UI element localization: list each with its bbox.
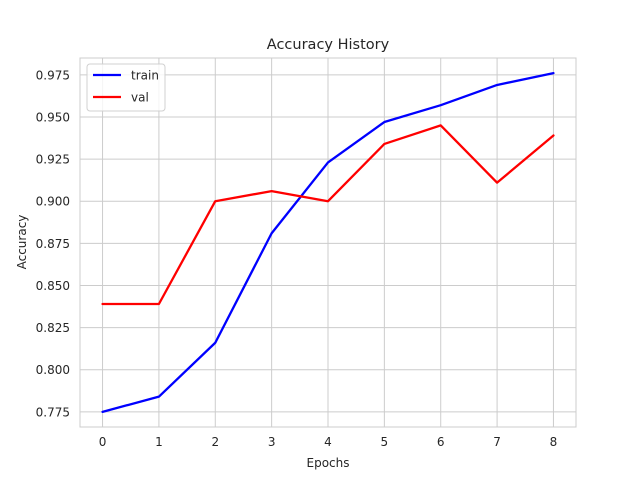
y-tick-label: 0.900 [36, 195, 70, 209]
y-tick-label: 0.850 [36, 279, 70, 293]
y-tick-label: 0.875 [36, 237, 70, 251]
y-tick-label: 0.775 [36, 405, 70, 419]
y-tick-label: 0.950 [36, 110, 70, 124]
x-tick-label: 6 [437, 435, 445, 449]
y-axis-title: Accuracy [15, 215, 29, 270]
chart-title: Accuracy History [267, 37, 390, 53]
y-tick-label: 0.800 [36, 363, 70, 377]
x-tick-label: 2 [211, 435, 219, 449]
series-lines [101, 72, 555, 413]
x-axis-title: Epochs [307, 456, 350, 470]
legend-label-train: train [131, 69, 159, 83]
x-gridlines [102, 58, 554, 427]
legend-label-val: val [131, 91, 149, 105]
x-tick-labels: 0 1 2 3 4 5 6 7 8 [99, 435, 558, 449]
x-tick-label: 7 [493, 435, 501, 449]
x-tick-label: 0 [99, 435, 107, 449]
y-tick-label: 0.925 [36, 153, 70, 167]
series-line-val [101, 124, 555, 306]
x-tick-label: 4 [324, 435, 332, 449]
series-line-train [101, 72, 555, 413]
x-tick-label: 8 [550, 435, 558, 449]
legend: train val [86, 63, 166, 112]
x-tick-label: 1 [155, 435, 163, 449]
y-tick-label: 0.825 [36, 321, 70, 335]
y-tick-labels: 0.775 0.800 0.825 0.850 0.875 0.900 0.925 0.950… [36, 68, 70, 419]
y-tick-label: 0.975 [36, 68, 70, 82]
x-tick-label: 5 [381, 435, 389, 449]
x-tick-label: 3 [268, 435, 276, 449]
